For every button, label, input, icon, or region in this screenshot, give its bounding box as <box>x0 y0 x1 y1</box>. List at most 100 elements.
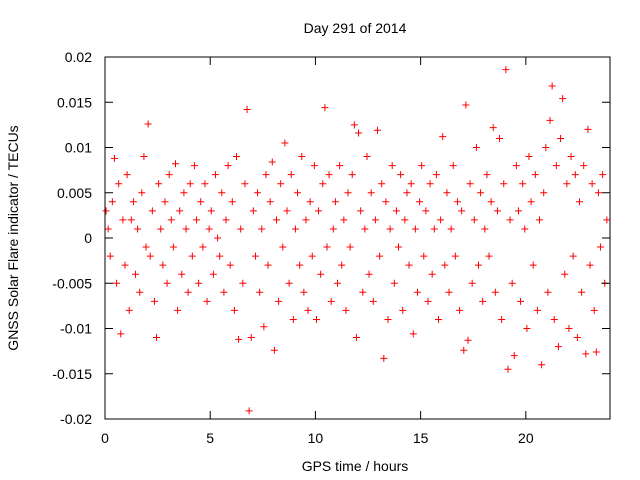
data-point <box>132 270 140 278</box>
data-point <box>270 346 278 354</box>
data-point <box>315 207 323 215</box>
data-point <box>127 216 135 224</box>
plot-frame <box>104 56 611 420</box>
data-point <box>369 297 377 305</box>
data-point <box>308 252 316 260</box>
y-tick-label: 0.01 <box>65 140 92 156</box>
data-point <box>451 252 459 260</box>
data-point <box>416 198 424 206</box>
data-point <box>220 288 228 296</box>
data-point <box>235 335 243 343</box>
data-point <box>291 225 299 233</box>
x-axis-label: GPS time / hours <box>302 458 409 474</box>
data-point <box>125 306 133 314</box>
data-point <box>327 297 335 305</box>
data-point <box>155 180 163 188</box>
data-point <box>422 207 430 215</box>
data-point <box>226 261 234 269</box>
data-point <box>544 288 552 296</box>
data-point <box>106 252 114 260</box>
data-point <box>594 189 602 197</box>
data-point <box>559 95 567 103</box>
data-point <box>182 225 190 233</box>
x-tick-label: 15 <box>413 430 429 446</box>
y-axis-label: GNSS Solar Flare indicator / TECUs <box>5 125 21 350</box>
data-point <box>403 189 411 197</box>
data-point <box>363 153 371 161</box>
data-point <box>184 288 192 296</box>
data-point <box>491 288 499 296</box>
data-point <box>310 162 318 170</box>
data-point <box>167 216 175 224</box>
data-point <box>508 279 516 287</box>
data-point <box>407 180 415 188</box>
data-point <box>169 243 177 251</box>
data-point <box>428 270 436 278</box>
data-point <box>165 171 173 179</box>
data-point <box>597 243 605 251</box>
data-point <box>588 180 596 188</box>
data-point <box>237 225 245 233</box>
data-point <box>336 162 344 170</box>
data-point <box>420 252 428 260</box>
data-point <box>140 153 148 161</box>
data-point <box>272 216 280 224</box>
data-point <box>392 207 400 215</box>
data-point <box>498 315 506 323</box>
data-point <box>367 189 375 197</box>
data-point <box>388 162 396 170</box>
data-point <box>344 189 352 197</box>
data-point <box>571 171 579 179</box>
data-point <box>294 189 302 197</box>
y-axis-ticks: -0.02 -0.015 -0.01 -0.005 0 0.005 0.01 0.015 0.0… <box>52 49 610 427</box>
data-point <box>110 154 118 162</box>
data-point <box>474 261 482 269</box>
data-point <box>578 288 586 296</box>
data-point <box>506 216 514 224</box>
data-point <box>150 297 158 305</box>
data-point <box>283 207 291 215</box>
data-point <box>287 171 295 179</box>
data-point <box>472 144 480 151</box>
data-point <box>201 180 209 188</box>
data-point <box>561 270 569 278</box>
data-point <box>306 198 314 206</box>
data-point <box>542 144 550 151</box>
data-point <box>325 171 333 179</box>
data-point <box>241 180 249 188</box>
data-point <box>321 104 329 112</box>
x-axis-ticks: 0 5 10 15 20 <box>101 57 534 446</box>
data-point <box>163 279 171 287</box>
data-point <box>453 198 461 206</box>
data-point <box>418 162 426 170</box>
y-tick-label: -0.01 <box>60 321 92 337</box>
data-point <box>346 243 354 251</box>
data-point <box>348 171 356 179</box>
data-point <box>449 162 457 170</box>
data-point <box>395 243 403 251</box>
y-tick-label: 0.005 <box>57 185 92 201</box>
data-point <box>479 297 487 305</box>
data-point <box>350 121 358 129</box>
y-tick-label: -0.005 <box>52 275 92 291</box>
data-point <box>338 261 346 269</box>
data-point <box>199 243 207 251</box>
data-point <box>171 160 179 168</box>
y-tick-label: -0.02 <box>60 411 92 427</box>
data-point <box>603 216 611 224</box>
data-point <box>205 225 213 233</box>
data-point <box>193 216 201 224</box>
data-point <box>397 171 405 179</box>
data-point <box>504 365 512 373</box>
data-point <box>409 330 417 338</box>
data-point <box>437 216 445 224</box>
data-point <box>279 243 287 251</box>
data-point <box>413 288 421 296</box>
data-point <box>557 134 565 142</box>
data-point <box>548 82 556 90</box>
data-point <box>136 288 144 296</box>
data-point <box>470 216 478 224</box>
data-point <box>115 180 123 188</box>
data-point <box>256 288 264 296</box>
